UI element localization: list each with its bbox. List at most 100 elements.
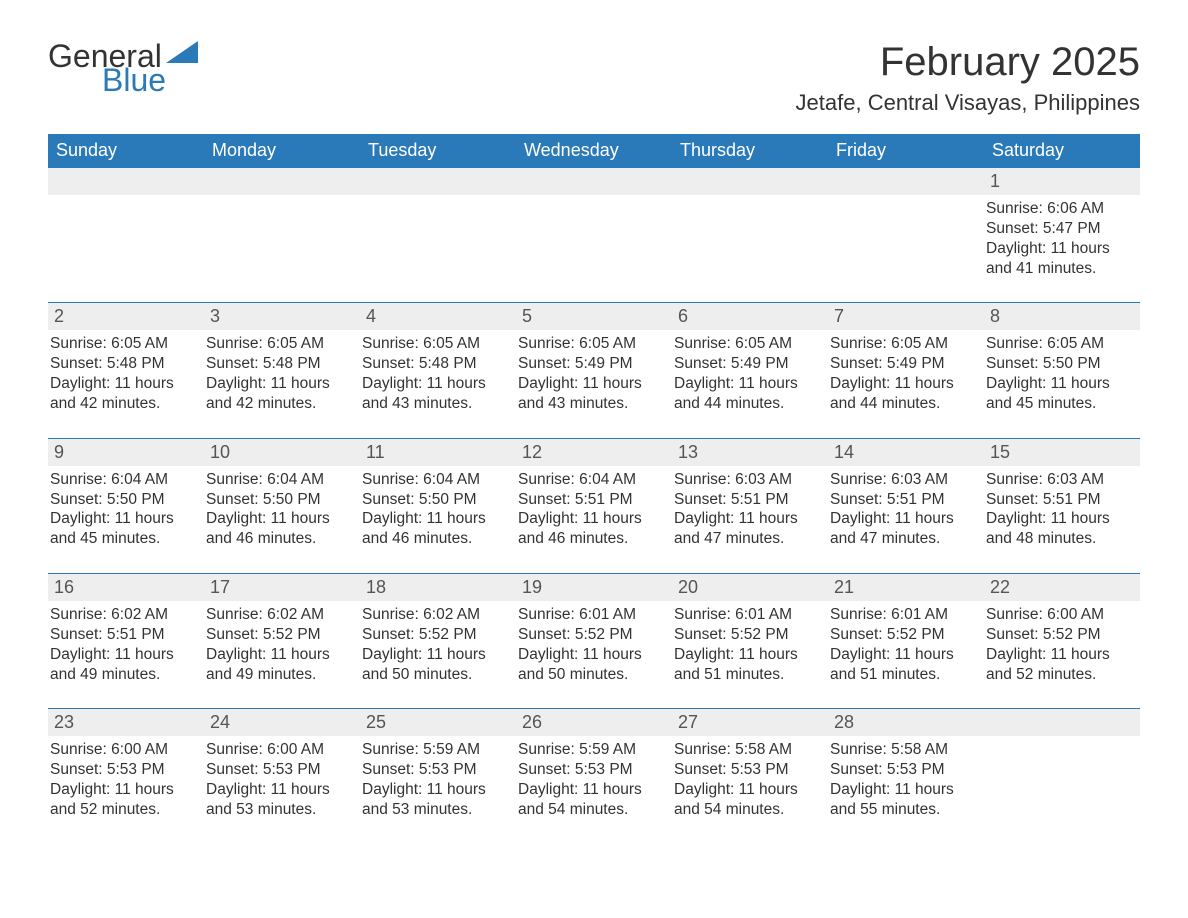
day-number: 4 (360, 303, 516, 330)
calendar-week: 9Sunrise: 6:04 AMSunset: 5:50 PMDaylight… (48, 438, 1140, 573)
sunset-line: Sunset: 5:48 PM (50, 354, 182, 374)
day-details: Sunrise: 6:05 AMSunset: 5:49 PMDaylight:… (672, 334, 820, 413)
sunrise-line: Sunrise: 6:05 AM (362, 334, 494, 354)
daylight-line: Daylight: 11 hours and 45 minutes. (986, 374, 1118, 414)
dow-cell: Sunday (48, 134, 204, 167)
calendar-day: 13 Sunrise: 6:03 AMSunset: 5:51 PMDayligh… (672, 439, 828, 573)
sunset-line: Sunset: 5:52 PM (830, 625, 962, 645)
sunset-line: Sunset: 5:52 PM (986, 625, 1118, 645)
sunset-line: Sunset: 5:50 PM (362, 490, 494, 510)
sunrise-line: Sunrise: 6:05 AM (206, 334, 338, 354)
day-number (672, 168, 828, 195)
daylight-line: Daylight: 11 hours and 52 minutes. (50, 780, 182, 820)
day-details: Sunrise: 6:00 AMSunset: 5:52 PMDaylight:… (984, 605, 1132, 684)
day-number: 20 (672, 574, 828, 601)
daylight-line: Daylight: 11 hours and 47 minutes. (674, 509, 806, 549)
day-details: Sunrise: 6:05 AMSunset: 5:48 PMDaylight:… (360, 334, 508, 413)
day-number: 19 (516, 574, 672, 601)
sunset-line: Sunset: 5:51 PM (986, 490, 1118, 510)
sunrise-line: Sunrise: 6:04 AM (50, 470, 182, 490)
day-number: 7 (828, 303, 984, 330)
sunset-line: Sunset: 5:51 PM (518, 490, 650, 510)
day-details: Sunrise: 6:02 AMSunset: 5:51 PMDaylight:… (48, 605, 196, 684)
sunset-line: Sunset: 5:52 PM (362, 625, 494, 645)
calendar-week: 1Sunrise: 6:06 AMSunset: 5:47 PMDaylight… (48, 167, 1140, 302)
dow-cell: Monday (204, 134, 360, 167)
sunrise-line: Sunrise: 6:00 AM (986, 605, 1118, 625)
day-number: 27 (672, 709, 828, 736)
calendar-day: 28Sunrise: 5:58 AMSunset: 5:53 PMDayligh… (828, 709, 984, 843)
day-number: 22 (984, 574, 1140, 601)
daylight-line: Daylight: 11 hours and 41 minutes. (986, 239, 1118, 279)
day-number: 6 (672, 303, 828, 330)
sunrise-line: Sunrise: 6:03 AM (674, 470, 806, 490)
calendar-day: 23Sunrise: 6:00 AMSunset: 5:53 PMDayligh… (48, 709, 204, 843)
calendar-week: 2Sunrise: 6:05 AMSunset: 5:48 PMDaylight… (48, 302, 1140, 437)
calendar-day (828, 168, 984, 302)
sunset-line: Sunset: 5:52 PM (674, 625, 806, 645)
day-details: Sunrise: 6:04 AMSunset: 5:50 PMDaylight:… (204, 470, 352, 549)
calendar-day: 11Sunrise: 6:04 AMSunset: 5:50 PMDayligh… (360, 439, 516, 573)
day-details: Sunrise: 6:04 AMSunset: 5:51 PMDaylight:… (516, 470, 664, 549)
calendar-day: 18Sunrise: 6:02 AMSunset: 5:52 PMDayligh… (360, 574, 516, 708)
day-number: 13 (672, 439, 828, 466)
daylight-line: Daylight: 11 hours and 46 minutes. (206, 509, 338, 549)
calendar-day: 26Sunrise: 5:59 AMSunset: 5:53 PMDayligh… (516, 709, 672, 843)
day-number: 12 (516, 439, 672, 466)
calendar: SundayMondayTuesdayWednesdayThursdayFrid… (48, 134, 1140, 844)
sunrise-line: Sunrise: 6:04 AM (362, 470, 494, 490)
daylight-line: Daylight: 11 hours and 50 minutes. (362, 645, 494, 685)
daylight-line: Daylight: 11 hours and 46 minutes. (518, 509, 650, 549)
sunrise-line: Sunrise: 5:59 AM (362, 740, 494, 760)
day-number (828, 168, 984, 195)
calendar-day: 24Sunrise: 6:00 AMSunset: 5:53 PMDayligh… (204, 709, 360, 843)
calendar-day: 12 Sunrise: 6:04 AMSunset: 5:51 PMDayligh… (516, 439, 672, 573)
calendar-day (360, 168, 516, 302)
daylight-line: Daylight: 11 hours and 43 minutes. (362, 374, 494, 414)
daylight-line: Daylight: 11 hours and 49 minutes. (50, 645, 182, 685)
dow-cell: Wednesday (516, 134, 672, 167)
day-number: 9 (48, 439, 204, 466)
day-number: 15 (984, 439, 1140, 466)
calendar-day (984, 709, 1140, 843)
header: General Blue February 2025 Jetafe, Centr… (48, 40, 1140, 116)
daylight-line: Daylight: 11 hours and 50 minutes. (518, 645, 650, 685)
day-of-week-header: SundayMondayTuesdayWednesdayThursdayFrid… (48, 134, 1140, 167)
day-details: Sunrise: 6:01 AMSunset: 5:52 PMDaylight:… (828, 605, 976, 684)
day-details: Sunrise: 6:02 AMSunset: 5:52 PMDaylight:… (204, 605, 352, 684)
calendar-day: 8Sunrise: 6:05 AMSunset: 5:50 PMDaylight… (984, 303, 1140, 437)
day-number: 3 (204, 303, 360, 330)
day-details: Sunrise: 6:05 AMSunset: 5:49 PMDaylight:… (828, 334, 976, 413)
location-subtitle: Jetafe, Central Visayas, Philippines (796, 90, 1140, 116)
day-number: 18 (360, 574, 516, 601)
daylight-line: Daylight: 11 hours and 46 minutes. (362, 509, 494, 549)
day-details: Sunrise: 5:58 AMSunset: 5:53 PMDaylight:… (828, 740, 976, 819)
sunrise-line: Sunrise: 6:02 AM (206, 605, 338, 625)
calendar-day: 5Sunrise: 6:05 AMSunset: 5:49 PMDaylight… (516, 303, 672, 437)
calendar-day: 22 Sunrise: 6:00 AMSunset: 5:52 PMDayligh… (984, 574, 1140, 708)
sunrise-line: Sunrise: 6:01 AM (830, 605, 962, 625)
day-number: 25 (360, 709, 516, 736)
daylight-line: Daylight: 11 hours and 42 minutes. (50, 374, 182, 414)
sunrise-line: Sunrise: 6:03 AM (830, 470, 962, 490)
daylight-line: Daylight: 11 hours and 47 minutes. (830, 509, 962, 549)
day-number: 5 (516, 303, 672, 330)
sunset-line: Sunset: 5:49 PM (518, 354, 650, 374)
day-number: 16 (48, 574, 204, 601)
sunset-line: Sunset: 5:51 PM (674, 490, 806, 510)
daylight-line: Daylight: 11 hours and 51 minutes. (674, 645, 806, 685)
day-number: 26 (516, 709, 672, 736)
sunset-line: Sunset: 5:52 PM (206, 625, 338, 645)
day-details: Sunrise: 6:05 AMSunset: 5:50 PMDaylight:… (984, 334, 1132, 413)
sunset-line: Sunset: 5:50 PM (206, 490, 338, 510)
day-number: 1 (984, 168, 1140, 195)
sunrise-line: Sunrise: 6:05 AM (830, 334, 962, 354)
day-details: Sunrise: 6:01 AMSunset: 5:52 PMDaylight:… (516, 605, 664, 684)
calendar-day (672, 168, 828, 302)
sunset-line: Sunset: 5:49 PM (674, 354, 806, 374)
calendar-day: 14Sunrise: 6:03 AMSunset: 5:51 PMDayligh… (828, 439, 984, 573)
calendar-day: 25Sunrise: 5:59 AMSunset: 5:53 PMDayligh… (360, 709, 516, 843)
dow-cell: Thursday (672, 134, 828, 167)
sunset-line: Sunset: 5:51 PM (50, 625, 182, 645)
day-details: Sunrise: 6:00 AMSunset: 5:53 PMDaylight:… (48, 740, 196, 819)
